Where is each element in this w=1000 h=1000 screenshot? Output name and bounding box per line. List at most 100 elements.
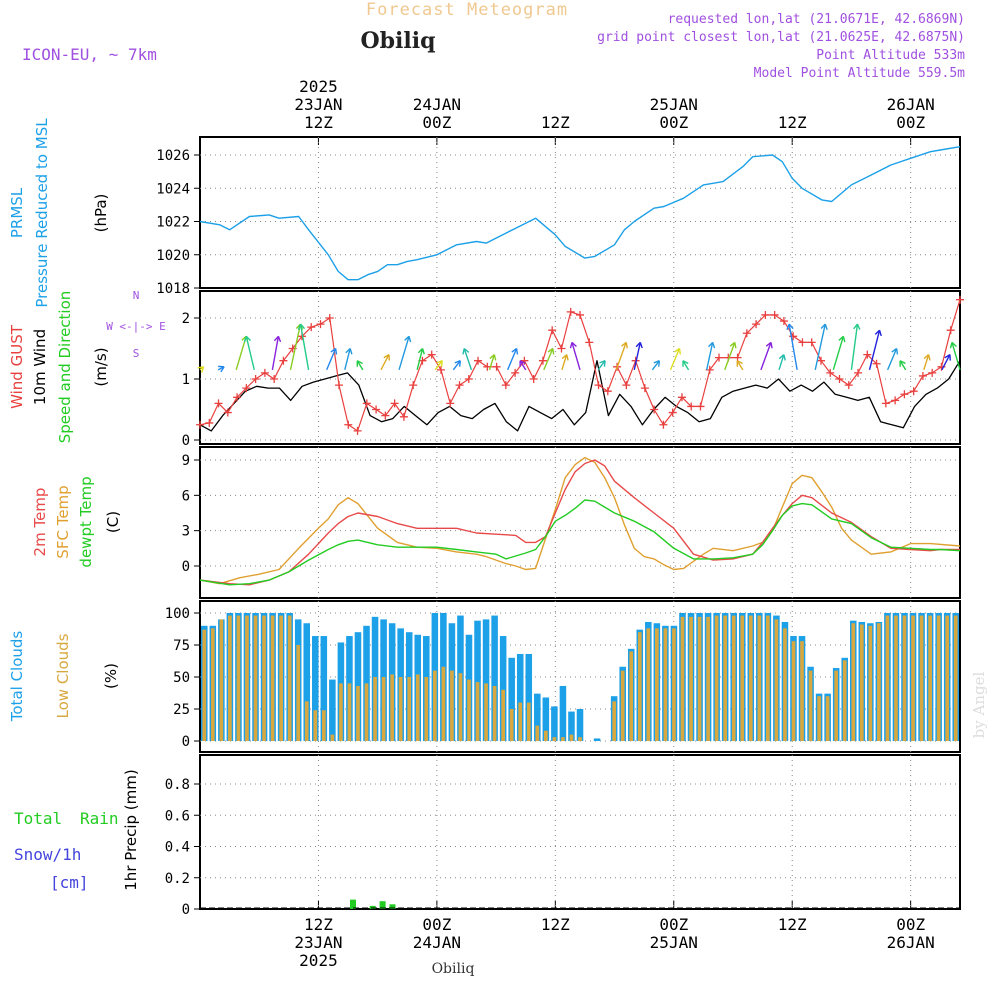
gust-marker [381, 411, 390, 420]
y-tick-label-wind: 0 [182, 433, 190, 449]
wind-arrow-head [330, 347, 338, 355]
wind-arrow-head [778, 354, 786, 361]
wind-arrow-head [599, 360, 606, 367]
gust-marker [752, 320, 761, 329]
wind-arrow [356, 360, 364, 371]
dewpt-temp-line [199, 499, 961, 586]
low-cloud-bar [672, 628, 676, 741]
panel-labels: PRMSL Pressure Reduced to MSL (hPa) Wind GU… [8, 118, 166, 892]
gust-marker [650, 405, 659, 414]
y-tick-label-clouds: 75 [173, 638, 190, 654]
gust-marker [687, 402, 696, 411]
clouds-bars [201, 613, 959, 741]
low-cloud-bar [620, 670, 625, 741]
low-cloud-bar [637, 632, 642, 741]
temp-sfc-label: SFC Temp [54, 485, 72, 558]
y-tick-label-pressure: 1020 [156, 248, 190, 264]
low-cloud-bar [928, 615, 932, 741]
wind-arrow [832, 336, 845, 371]
requested-coords: requested lon,lat (21.0671E, 42.6869N) [668, 12, 965, 27]
bottom-tick-label: 00Z [896, 915, 925, 934]
wind-arrow-head [949, 341, 957, 349]
low-cloud-bar [569, 734, 574, 741]
top-tick-label: 24JAN [413, 95, 461, 114]
wind-arrow-head [736, 360, 743, 367]
gust-marker [464, 375, 473, 383]
low-cloud-bar [757, 615, 762, 741]
gust-marker [335, 381, 344, 390]
panel-frame-precip [199, 754, 961, 910]
low-cloud-bar [262, 615, 266, 741]
low-cloud-bar [279, 615, 283, 741]
total-cloud-bar [516, 653, 524, 741]
low-cloud-bar [663, 628, 668, 741]
y-tick-label-pressure: 1018 [156, 281, 190, 297]
low-cloud-bar [518, 702, 523, 741]
wind-arrow-head [417, 348, 425, 355]
clouds-unit: (%) [102, 663, 120, 689]
wind-arrow [398, 336, 410, 371]
pressure-label-prmsl: PRMSL [8, 187, 26, 238]
y-tick-label-precip: 0.6 [165, 808, 190, 824]
low-cloud-bar [441, 666, 446, 741]
gust-marker [863, 350, 872, 359]
wind-arrow [289, 323, 302, 370]
watermark: by Angel [970, 671, 988, 738]
rain-bar [389, 904, 396, 909]
low-cloud-bar [612, 701, 616, 741]
wind-arrow [724, 342, 736, 371]
low-cloud-bar [714, 615, 719, 741]
compass-south: S [133, 347, 140, 360]
wind-arrow [488, 354, 495, 371]
precip-total-label: Total [14, 809, 62, 828]
wind-arrow [682, 360, 690, 371]
gridpoint-coords: grid point closest lon,lat (21.0625E, 42… [597, 30, 965, 45]
total-cloud-bar [482, 619, 490, 741]
gust-marker [900, 390, 909, 399]
low-cloud-bar [313, 710, 318, 741]
gust-marker [260, 368, 269, 377]
total-cloud-bar [508, 657, 515, 741]
top-tick-label: 12Z [304, 113, 333, 132]
low-cloud-bar [475, 682, 480, 741]
panel-frame-pressure [199, 136, 961, 289]
low-cloud-bar [552, 737, 557, 741]
low-cloud-bar [851, 623, 856, 741]
y-tick-label-temp: 9 [182, 453, 190, 469]
gust-marker [279, 356, 288, 365]
clouds-low-label: Low Clouds [54, 633, 72, 718]
wind-arrow-head [838, 335, 846, 343]
low-cloud-bar [535, 725, 540, 741]
low-cloud-bar [398, 677, 403, 741]
low-cloud-bar [347, 683, 352, 741]
gust-marker [956, 295, 964, 304]
wind-arrow-head [923, 354, 931, 361]
gust-marker [928, 368, 937, 377]
model-label: ICON-EU, ~ 7km [22, 45, 157, 64]
gust-marker [251, 375, 260, 383]
wind-arrow-head [765, 341, 773, 349]
wind-arrow-head [197, 366, 205, 373]
wind-arrow-head [489, 354, 497, 361]
low-cloud-bar [330, 734, 335, 741]
gust-marker [854, 368, 863, 377]
y-tick-label-precip: 0.2 [165, 871, 190, 887]
model-altitude: Model Point Altitude 559.5m [754, 66, 965, 81]
gust-marker [436, 365, 445, 374]
total-cloud-bar [559, 685, 567, 741]
wind-arrow-head [561, 354, 569, 361]
gust-marker [270, 375, 279, 383]
bottom-tick-label: 23JAN [294, 933, 342, 952]
y-tick-label-precip: 0.8 [165, 777, 190, 793]
low-cloud-bar [304, 701, 309, 741]
wind-arrow-head [454, 360, 462, 367]
gust-marker [233, 393, 242, 402]
wind-arrow-head [297, 323, 306, 330]
gust-marker [307, 323, 316, 332]
gust-marker [826, 368, 835, 377]
wind-gust-line [199, 299, 961, 432]
precip-bars [200, 899, 960, 909]
total-cloud-bar [542, 697, 550, 741]
wind-arrow [760, 342, 772, 371]
